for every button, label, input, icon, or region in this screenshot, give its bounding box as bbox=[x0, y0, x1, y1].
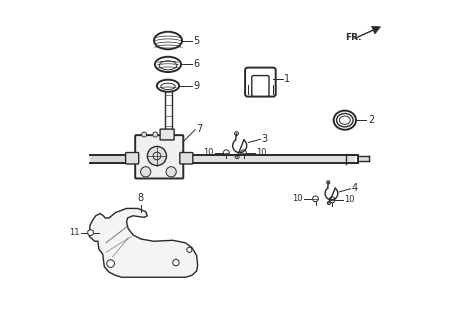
Circle shape bbox=[313, 196, 318, 202]
Circle shape bbox=[141, 132, 147, 137]
Text: 10: 10 bbox=[203, 148, 214, 157]
Circle shape bbox=[148, 147, 166, 165]
Text: 6: 6 bbox=[193, 60, 200, 69]
Circle shape bbox=[241, 150, 246, 156]
Text: 11: 11 bbox=[70, 228, 80, 237]
Text: 1: 1 bbox=[284, 74, 290, 84]
FancyBboxPatch shape bbox=[126, 153, 139, 164]
Circle shape bbox=[166, 167, 176, 177]
FancyBboxPatch shape bbox=[252, 76, 269, 96]
Text: 8: 8 bbox=[138, 193, 144, 203]
Circle shape bbox=[235, 155, 239, 159]
Text: 10: 10 bbox=[344, 195, 355, 204]
Text: FR.: FR. bbox=[345, 34, 361, 43]
Text: 9: 9 bbox=[193, 81, 200, 91]
Circle shape bbox=[327, 181, 330, 184]
Text: 10: 10 bbox=[255, 148, 266, 157]
Polygon shape bbox=[88, 229, 93, 236]
Polygon shape bbox=[89, 208, 198, 277]
Circle shape bbox=[223, 150, 229, 156]
Text: 2: 2 bbox=[368, 115, 374, 125]
FancyBboxPatch shape bbox=[160, 129, 174, 140]
Circle shape bbox=[329, 197, 335, 203]
Text: 4: 4 bbox=[351, 183, 358, 193]
Circle shape bbox=[153, 132, 158, 137]
Circle shape bbox=[140, 167, 151, 177]
FancyBboxPatch shape bbox=[135, 135, 184, 179]
FancyBboxPatch shape bbox=[180, 153, 193, 164]
Circle shape bbox=[327, 201, 331, 204]
Circle shape bbox=[235, 132, 238, 135]
Text: 3: 3 bbox=[262, 134, 267, 144]
Text: 5: 5 bbox=[193, 36, 200, 45]
Circle shape bbox=[173, 260, 179, 266]
Circle shape bbox=[187, 247, 192, 252]
Circle shape bbox=[107, 260, 114, 268]
Text: 10: 10 bbox=[292, 194, 303, 204]
Text: 7: 7 bbox=[196, 124, 202, 134]
Polygon shape bbox=[372, 26, 380, 34]
